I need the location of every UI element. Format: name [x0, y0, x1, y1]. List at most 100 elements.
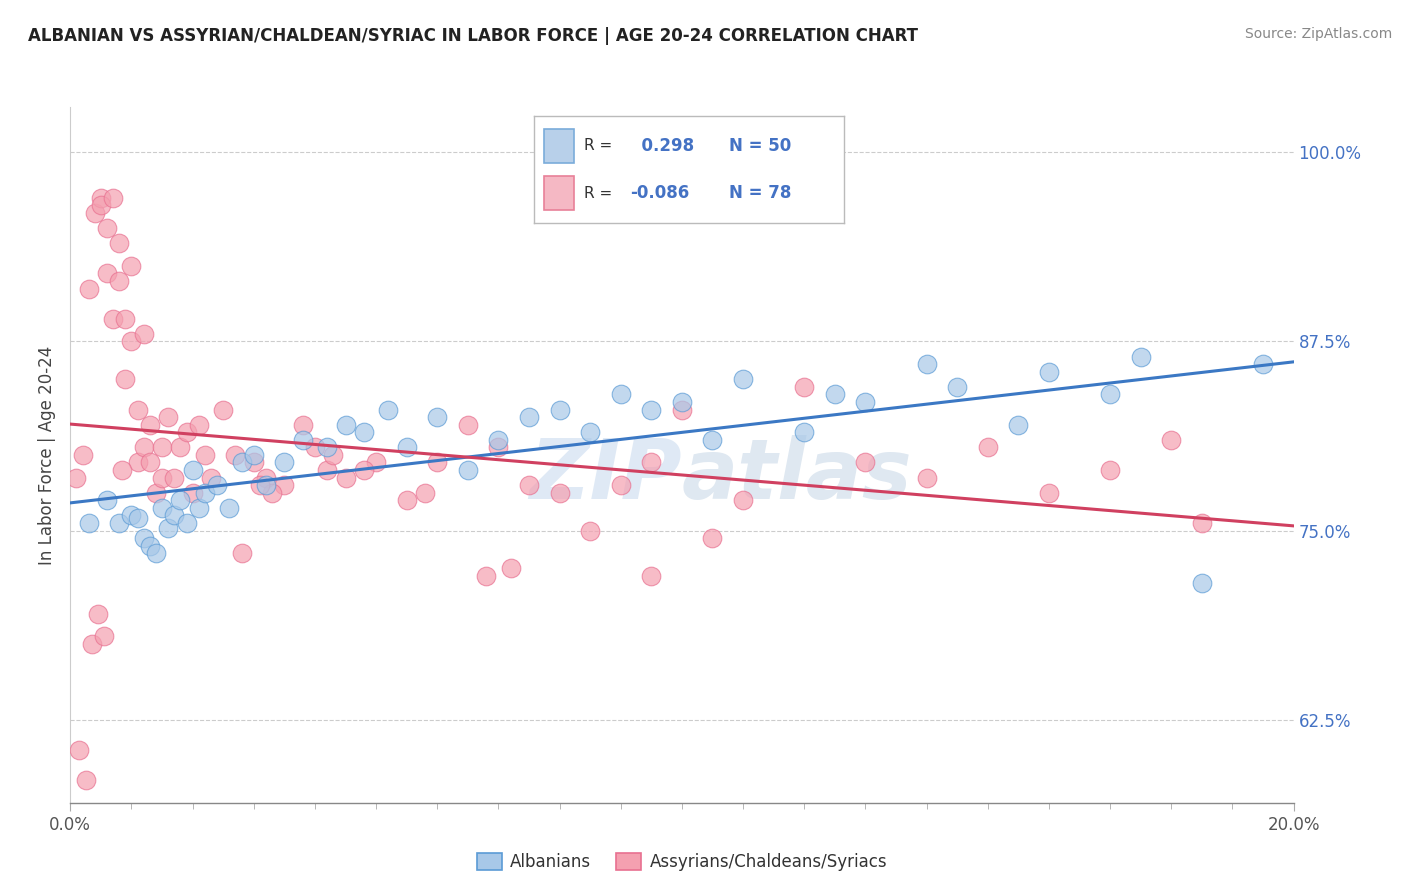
Point [139, 455, 162, 469]
Point [181, 463, 204, 477]
Point [121, 508, 143, 523]
Point [127, 455, 149, 469]
Point [291, 433, 314, 447]
Point [139, 539, 162, 553]
Point [793, 425, 815, 440]
Point [132, 441, 155, 455]
Point [353, 425, 375, 440]
Point [475, 569, 498, 583]
Point [77, 516, 100, 530]
Point [640, 402, 662, 417]
Point [1099, 463, 1122, 477]
Point [915, 470, 938, 484]
Text: N = 78: N = 78 [730, 184, 792, 202]
Point [499, 561, 522, 575]
Text: Source: ZipAtlas.com: Source: ZipAtlas.com [1244, 27, 1392, 41]
Point [548, 485, 571, 500]
Point [517, 478, 540, 492]
Point [243, 455, 266, 469]
Point [139, 417, 162, 432]
Point [855, 455, 877, 469]
Point [426, 410, 449, 425]
Point [488, 441, 510, 455]
Point [96, 267, 118, 281]
Point [1038, 365, 1060, 379]
Point [127, 511, 149, 525]
Point [291, 417, 314, 432]
Point [249, 478, 271, 492]
Point [80, 637, 103, 651]
Point [671, 402, 693, 417]
Point [157, 410, 180, 425]
Point [96, 221, 118, 235]
Point [212, 402, 235, 417]
Point [1007, 417, 1029, 432]
Point [114, 372, 136, 386]
Point [157, 520, 180, 534]
Point [108, 516, 131, 530]
Point [150, 441, 173, 455]
Point [127, 402, 149, 417]
Text: R =: R = [583, 138, 612, 153]
Point [108, 274, 131, 288]
Point [395, 493, 418, 508]
Point [200, 470, 222, 484]
Point [96, 493, 118, 508]
Point [194, 485, 217, 500]
Point [304, 441, 326, 455]
Point [72, 448, 94, 462]
Text: R =: R = [583, 186, 612, 201]
Point [90, 191, 112, 205]
Point [121, 334, 143, 349]
Point [132, 531, 155, 545]
Point [169, 441, 191, 455]
Point [335, 417, 357, 432]
Point [254, 470, 277, 484]
Point [90, 198, 112, 212]
Point [145, 546, 167, 560]
Point [316, 441, 339, 455]
Point [169, 493, 191, 508]
Point [243, 448, 266, 462]
Point [108, 236, 131, 251]
Point [93, 629, 115, 643]
Point [101, 311, 124, 326]
Point [1251, 357, 1274, 371]
Point [163, 470, 186, 484]
Point [273, 478, 295, 492]
Point [69, 743, 91, 757]
Point [254, 478, 277, 492]
Point [322, 448, 344, 462]
Point [77, 281, 100, 295]
Point [273, 455, 295, 469]
Point [1099, 387, 1122, 401]
Point [548, 402, 571, 417]
Point [176, 516, 198, 530]
Text: 0.298: 0.298 [630, 137, 695, 155]
Y-axis label: In Labor Force | Age 20-24: In Labor Force | Age 20-24 [38, 345, 56, 565]
Point [187, 500, 209, 515]
Point [517, 410, 540, 425]
Point [395, 441, 418, 455]
Point [111, 463, 134, 477]
Text: -0.086: -0.086 [630, 184, 689, 202]
Text: atlas: atlas [682, 435, 912, 516]
Point [87, 607, 110, 621]
FancyBboxPatch shape [544, 176, 575, 211]
FancyBboxPatch shape [544, 128, 575, 163]
Point [231, 546, 253, 560]
Point [181, 485, 204, 500]
Point [163, 508, 186, 523]
Point [976, 441, 998, 455]
Point [702, 531, 724, 545]
Text: ALBANIAN VS ASSYRIAN/CHALDEAN/SYRIAC IN LABOR FORCE | AGE 20-24 CORRELATION CHAR: ALBANIAN VS ASSYRIAN/CHALDEAN/SYRIAC IN … [28, 27, 918, 45]
Point [377, 402, 399, 417]
Point [205, 478, 228, 492]
Point [176, 425, 198, 440]
Point [579, 524, 602, 538]
Point [915, 357, 938, 371]
Point [335, 470, 357, 484]
Point [579, 425, 602, 440]
Point [610, 387, 633, 401]
Point [457, 417, 479, 432]
